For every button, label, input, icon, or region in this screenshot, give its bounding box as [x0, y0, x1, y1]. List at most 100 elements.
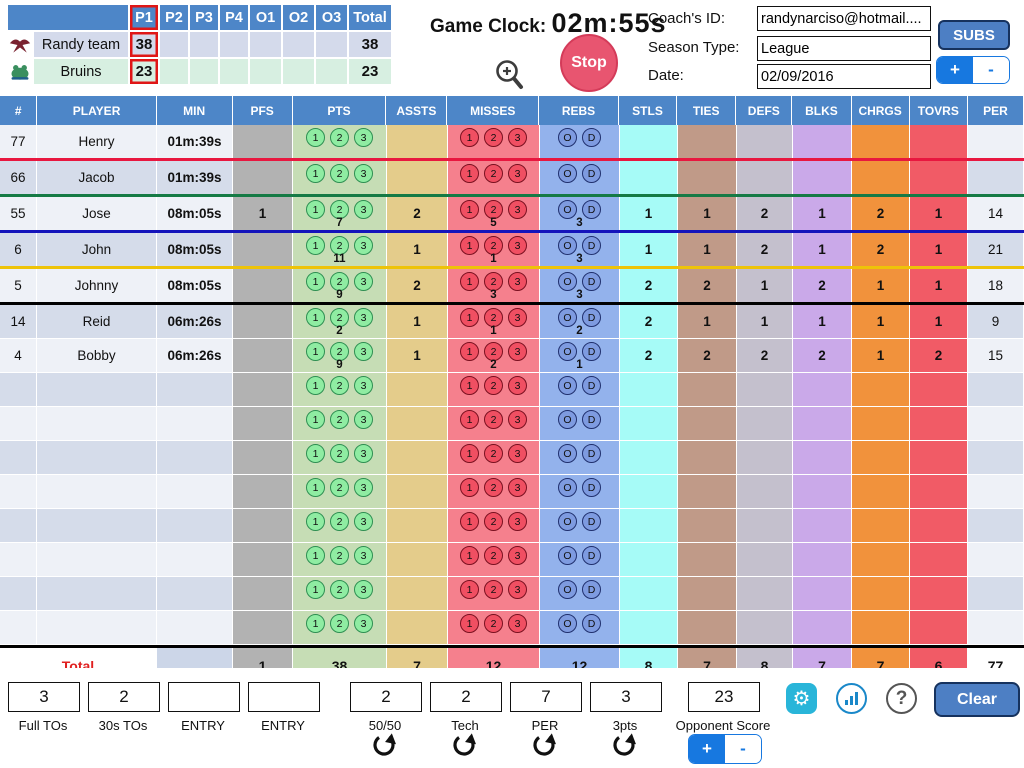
misses-1-button[interactable]: 1 — [460, 444, 479, 463]
counter-box-entry[interactable] — [168, 682, 240, 712]
pfs-cell[interactable] — [233, 305, 293, 338]
pts-3-button[interactable]: 3 — [354, 444, 373, 463]
misses-3-button[interactable]: 3 — [508, 164, 527, 183]
chrgs-cell[interactable]: 1 — [852, 339, 910, 372]
stls-cell[interactable]: 2 — [620, 269, 678, 302]
defs-cell[interactable] — [737, 125, 793, 158]
misses-3-button[interactable]: 3 — [508, 200, 527, 219]
pts-3-button[interactable]: 3 — [354, 200, 373, 219]
rebs-o-button[interactable]: O — [558, 512, 577, 531]
opponent-minus-button[interactable]: - — [725, 735, 761, 763]
tovrs-cell[interactable]: 1 — [910, 197, 968, 230]
blks-cell[interactable] — [793, 577, 852, 610]
tovrs-cell[interactable] — [910, 543, 968, 576]
counter-box-tech[interactable]: 2 — [430, 682, 502, 712]
tovrs-cell[interactable]: 1 — [910, 269, 968, 302]
pfs-cell[interactable] — [233, 339, 293, 372]
coach-id-input[interactable] — [757, 6, 931, 31]
misses-3-button[interactable]: 3 — [508, 580, 527, 599]
chrgs-cell[interactable] — [852, 611, 910, 644]
player-name-cell[interactable]: John — [37, 233, 157, 266]
stls-cell[interactable] — [620, 441, 678, 474]
misses-2-button[interactable]: 2 — [484, 236, 503, 255]
rebs-d-button[interactable]: D — [582, 272, 601, 291]
assts-cell[interactable] — [387, 373, 448, 406]
pts-1-button[interactable]: 1 — [306, 376, 325, 395]
defs-cell[interactable] — [737, 441, 793, 474]
rebs-d-button[interactable]: D — [582, 164, 601, 183]
ties-cell[interactable] — [678, 441, 737, 474]
period-header-o3[interactable]: O3 — [316, 5, 347, 30]
tovrs-cell[interactable]: 1 — [910, 233, 968, 266]
blks-cell[interactable] — [793, 611, 852, 644]
stls-cell[interactable] — [620, 161, 678, 194]
pts-3-button[interactable]: 3 — [354, 308, 373, 327]
defs-cell[interactable] — [737, 543, 793, 576]
misses-1-button[interactable]: 1 — [460, 236, 479, 255]
pfs-cell[interactable] — [233, 125, 293, 158]
pfs-cell[interactable] — [233, 373, 293, 406]
misses-2-button[interactable]: 2 — [484, 200, 503, 219]
misses-1-button[interactable]: 1 — [460, 614, 479, 633]
refresh-icon-50-50[interactable] — [371, 730, 399, 760]
stls-cell[interactable] — [620, 611, 678, 644]
period-header-p4[interactable]: P4 — [220, 5, 248, 30]
misses-1-button[interactable]: 1 — [460, 512, 479, 531]
pts-1-button[interactable]: 1 — [306, 614, 325, 633]
blks-cell[interactable]: 1 — [793, 197, 852, 230]
pts-1-button[interactable]: 1 — [306, 512, 325, 531]
pts-3-button[interactable]: 3 — [354, 580, 373, 599]
pts-1-button[interactable]: 1 — [306, 128, 325, 147]
stls-cell[interactable]: 1 — [620, 233, 678, 266]
tovrs-cell[interactable] — [910, 509, 968, 542]
stls-cell[interactable] — [620, 125, 678, 158]
chrgs-cell[interactable] — [852, 373, 910, 406]
rebs-o-button[interactable]: O — [558, 444, 577, 463]
pts-2-button[interactable]: 2 — [330, 410, 349, 429]
pts-3-button[interactable]: 3 — [354, 236, 373, 255]
misses-3-button[interactable]: 3 — [508, 128, 527, 147]
pfs-cell[interactable] — [233, 269, 293, 302]
ties-cell[interactable] — [678, 161, 737, 194]
rebs-o-button[interactable]: O — [558, 308, 577, 327]
pts-1-button[interactable]: 1 — [306, 164, 325, 183]
tovrs-cell[interactable] — [910, 441, 968, 474]
period-header-p3[interactable]: P3 — [190, 5, 218, 30]
pts-1-button[interactable]: 1 — [306, 200, 325, 219]
blks-cell[interactable] — [793, 125, 852, 158]
pfs-cell[interactable] — [233, 543, 293, 576]
defs-cell[interactable]: 1 — [737, 305, 793, 338]
player-name-cell[interactable]: Henry — [37, 125, 157, 158]
pts-1-button[interactable]: 1 — [306, 444, 325, 463]
stls-cell[interactable]: 2 — [620, 305, 678, 338]
pts-1-button[interactable]: 1 — [306, 236, 325, 255]
ties-cell[interactable] — [678, 125, 737, 158]
misses-1-button[interactable]: 1 — [460, 376, 479, 395]
rebs-d-button[interactable]: D — [582, 478, 601, 497]
ties-cell[interactable] — [678, 543, 737, 576]
pfs-cell[interactable] — [233, 611, 293, 644]
defs-cell[interactable] — [737, 509, 793, 542]
defs-cell[interactable] — [737, 373, 793, 406]
pfs-cell[interactable]: 1 — [233, 197, 293, 230]
rebs-d-button[interactable]: D — [582, 308, 601, 327]
blks-cell[interactable] — [793, 543, 852, 576]
rebs-o-button[interactable]: O — [558, 478, 577, 497]
misses-2-button[interactable]: 2 — [484, 376, 503, 395]
assts-cell[interactable] — [387, 441, 448, 474]
assts-cell[interactable] — [387, 161, 448, 194]
misses-1-button[interactable]: 1 — [460, 410, 479, 429]
stls-cell[interactable] — [620, 543, 678, 576]
assts-cell[interactable] — [387, 509, 448, 542]
misses-2-button[interactable]: 2 — [484, 614, 503, 633]
refresh-icon-tech[interactable] — [451, 730, 479, 760]
chrgs-cell[interactable]: 2 — [852, 197, 910, 230]
misses-2-button[interactable]: 2 — [484, 512, 503, 531]
tovrs-cell[interactable]: 2 — [910, 339, 968, 372]
stls-cell[interactable] — [620, 373, 678, 406]
pts-2-button[interactable]: 2 — [330, 376, 349, 395]
counter-box-3pts[interactable]: 3 — [590, 682, 662, 712]
blks-cell[interactable] — [793, 407, 852, 440]
chrgs-cell[interactable] — [852, 509, 910, 542]
period-header-p2[interactable]: P2 — [160, 5, 188, 30]
